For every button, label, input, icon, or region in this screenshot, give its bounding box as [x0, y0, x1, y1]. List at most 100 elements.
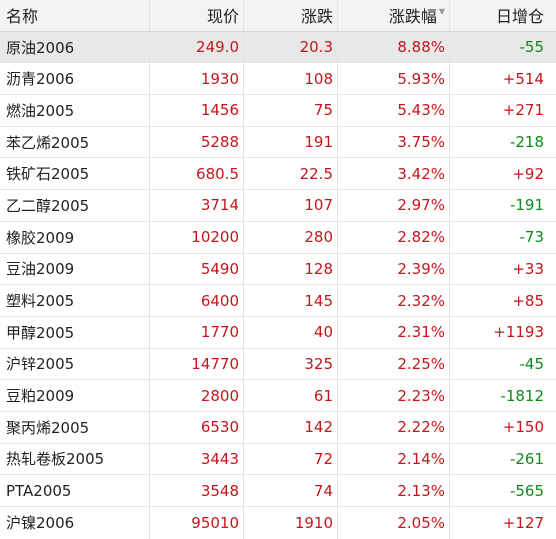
daily-oi-change-value: -191: [509, 196, 544, 215]
daily-oi-change-value: +33: [512, 259, 544, 278]
change-value: 74: [244, 475, 338, 506]
change-value: 20.3: [244, 31, 338, 63]
table-header: 名称 现价 涨跌 涨跌幅 ▼ 日增仓: [0, 0, 556, 32]
price-value: 5490: [150, 253, 244, 285]
change-value: 142: [244, 411, 338, 443]
daily-oi-change-value: -261: [509, 449, 544, 468]
change-percent-value: 2.97%: [338, 190, 450, 221]
column-header-change-label: 涨跌: [300, 7, 333, 27]
price-value: 3714: [150, 190, 244, 221]
table-row[interactable]: 聚丙烯2005 6530 142 2.22% +150: [0, 411, 556, 444]
daily-oi-change-value: +92: [512, 164, 544, 183]
contract-name: 豆油2009: [0, 253, 150, 285]
column-header-name-label: 名称: [6, 7, 39, 27]
contract-name: 橡胶2009: [0, 221, 150, 253]
change-value: 107: [244, 190, 338, 221]
change-percent-value: 2.14%: [338, 443, 450, 475]
change-value: 191: [244, 126, 338, 158]
table-row[interactable]: 燃油2005 1456 75 5.43% +271: [0, 95, 556, 127]
contract-name: 燃油2005: [0, 95, 150, 126]
contract-name: 苯乙烯2005: [0, 126, 150, 158]
change-percent-value: 5.43%: [338, 95, 450, 126]
table-row[interactable]: 豆粕2009 2800 61 2.23% -1812: [0, 380, 556, 412]
price-value: 1930: [150, 63, 244, 95]
price-value: 10200: [150, 221, 244, 253]
table-row[interactable]: 乙二醇2005 3714 107 2.97% -191: [0, 190, 556, 222]
column-header-daily-oi-change-label: 日增仓: [495, 7, 544, 27]
change-value: 75: [244, 95, 338, 126]
table-row[interactable]: 塑料2005 6400 145 2.32% +85: [0, 285, 556, 317]
table-row[interactable]: 原油2006 249.0 20.3 8.88% -55: [0, 31, 556, 64]
daily-oi-change-value: -55: [519, 38, 545, 57]
change-percent-value: 3.75%: [338, 126, 450, 158]
daily-oi-change-value: +85: [512, 291, 544, 310]
daily-oi-change-value: +150: [502, 418, 544, 437]
table-row[interactable]: 豆油2009 5490 128 2.39% +33: [0, 253, 556, 286]
table-row[interactable]: 沪镍2006 95010 1910 2.05% +127: [0, 507, 556, 539]
contract-name: 聚丙烯2005: [0, 411, 150, 443]
daily-oi-change-value: +1193: [493, 323, 544, 342]
change-value: 325: [244, 348, 338, 380]
price-value: 3443: [150, 443, 244, 475]
price-value: 95010: [150, 507, 244, 539]
column-header-change[interactable]: 涨跌: [244, 0, 338, 31]
table-row[interactable]: 沪锌2005 14770 325 2.25% -45: [0, 348, 556, 381]
price-value: 6530: [150, 411, 244, 443]
table-row[interactable]: 橡胶2009 10200 280 2.82% -73: [0, 221, 556, 254]
table-row[interactable]: PTA2005 3548 74 2.13% -565: [0, 475, 556, 507]
price-value: 1770: [150, 316, 244, 348]
table-row[interactable]: 甲醇2005 1770 40 2.31% +1193: [0, 316, 556, 349]
change-percent-value: 5.93%: [338, 63, 450, 95]
change-percent-value: 2.39%: [338, 253, 450, 285]
change-value: 72: [244, 443, 338, 475]
change-percent-value: 8.88%: [338, 31, 450, 63]
change-value: 22.5: [244, 158, 338, 190]
change-percent-value: 2.32%: [338, 285, 450, 316]
change-percent-value: 2.23%: [338, 380, 450, 411]
price-value: 249.0: [150, 31, 244, 63]
column-header-change-percent[interactable]: 涨跌幅 ▼: [338, 0, 450, 31]
column-header-price-label: 现价: [206, 7, 239, 27]
table-row[interactable]: 苯乙烯2005 5288 191 3.75% -218: [0, 126, 556, 159]
daily-oi-change-value: -1812: [500, 386, 544, 405]
table-row[interactable]: 铁矿石2005 680.5 22.5 3.42% +92: [0, 158, 556, 191]
change-percent-value: 2.22%: [338, 411, 450, 443]
column-header-change-percent-label: 涨跌幅: [388, 7, 437, 27]
contract-name: 沥青2006: [0, 63, 150, 95]
contract-name: 铁矿石2005: [0, 158, 150, 190]
change-percent-value: 2.82%: [338, 221, 450, 253]
column-header-price[interactable]: 现价: [150, 0, 244, 31]
daily-oi-change-value: -45: [519, 354, 545, 373]
sort-descending-icon: ▼: [438, 6, 445, 16]
change-percent-value: 2.05%: [338, 507, 450, 539]
table-row[interactable]: 热轧卷板2005 3443 72 2.14% -261: [0, 443, 556, 476]
price-value: 3548: [150, 475, 244, 506]
contract-name: 乙二醇2005: [0, 190, 150, 221]
daily-oi-change-value: -73: [519, 228, 545, 247]
change-percent-value: 2.31%: [338, 316, 450, 348]
contract-name: 原油2006: [0, 31, 150, 63]
change-value: 1910: [244, 507, 338, 539]
table-body: 原油2006 249.0 20.3 8.88% -55 沥青2006 1930 108 5.93…: [0, 31, 556, 539]
change-value: 145: [244, 285, 338, 316]
price-value: 2800: [150, 380, 244, 411]
contract-name: PTA2005: [0, 475, 150, 506]
column-header-name[interactable]: 名称: [0, 0, 150, 31]
change-value: 61: [244, 380, 338, 411]
daily-oi-change-value: -218: [509, 133, 544, 152]
change-value: 128: [244, 253, 338, 285]
change-value: 40: [244, 316, 338, 348]
price-value: 680.5: [150, 158, 244, 190]
change-percent-value: 3.42%: [338, 158, 450, 190]
change-percent-value: 2.13%: [338, 475, 450, 506]
contract-name: 豆粕2009: [0, 380, 150, 411]
price-value: 6400: [150, 285, 244, 316]
column-header-daily-oi-change[interactable]: 日增仓: [450, 0, 556, 31]
daily-oi-change-value: +127: [502, 513, 544, 532]
price-value: 5288: [150, 126, 244, 158]
change-value: 108: [244, 63, 338, 95]
contract-name: 沪镍2006: [0, 507, 150, 539]
price-value: 14770: [150, 348, 244, 380]
table-row[interactable]: 沥青2006 1930 108 5.93% +514: [0, 63, 556, 96]
